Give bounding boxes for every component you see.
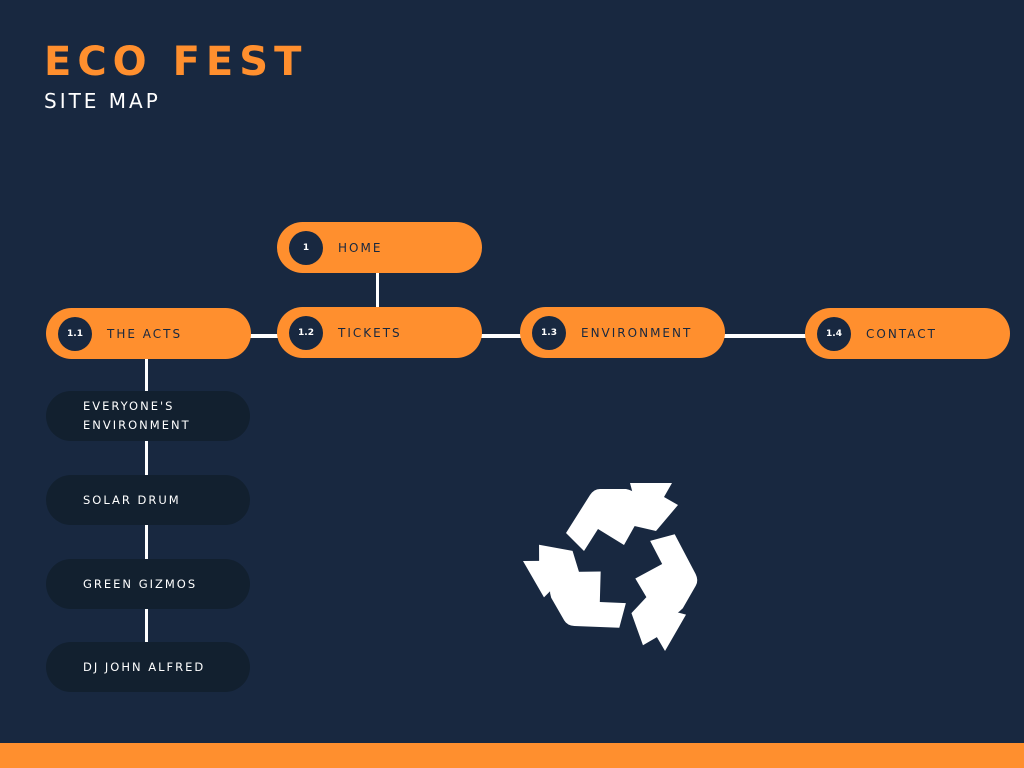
sub-node-label: DJ JOHN ALFRED xyxy=(83,659,206,674)
sub-node-label: EVERYONE'S ENVIRONMENT xyxy=(83,399,191,432)
sub-node-green-gizmos[interactable]: GREEN GIZMOS xyxy=(46,559,250,609)
connector-tickets-environment xyxy=(481,334,522,338)
node-environment[interactable]: 1.3 ENVIRONMENT xyxy=(520,307,725,358)
footer-accent-bar xyxy=(0,743,1024,768)
node-contact-label: CONTACT xyxy=(866,326,937,341)
node-tickets[interactable]: 1.2 TICKETS xyxy=(277,307,482,358)
sub-node-everyones-environment[interactable]: EVERYONE'S ENVIRONMENT xyxy=(46,391,250,441)
node-home-number: 1 xyxy=(289,231,323,265)
sub-node-label: GREEN GIZMOS xyxy=(83,576,198,591)
node-the-acts-label: THE ACTS xyxy=(107,326,183,341)
connector-environment-contact xyxy=(724,334,807,338)
page-title: ECO FEST xyxy=(44,39,308,85)
connector-home-tickets xyxy=(376,272,379,308)
sub-node-dj-john-alfred[interactable]: DJ JOHN ALFRED xyxy=(46,642,250,692)
node-home[interactable]: 1 HOME xyxy=(277,222,482,273)
connector-acts-tickets xyxy=(250,334,278,338)
sub-node-label: SOLAR DRUM xyxy=(83,492,181,507)
node-home-label: HOME xyxy=(338,240,383,255)
node-the-acts-number: 1.1 xyxy=(58,317,92,351)
node-tickets-label: TICKETS xyxy=(338,325,402,340)
sub-node-solar-drum[interactable]: SOLAR DRUM xyxy=(46,475,250,525)
node-environment-label: ENVIRONMENT xyxy=(581,325,693,340)
node-tickets-number: 1.2 xyxy=(289,316,323,350)
node-contact[interactable]: 1.4 CONTACT xyxy=(805,308,1010,359)
page-subtitle: SITE MAP xyxy=(44,89,161,113)
node-environment-number: 1.3 xyxy=(532,316,566,350)
node-the-acts[interactable]: 1.1 THE ACTS xyxy=(46,308,251,359)
node-contact-number: 1.4 xyxy=(817,317,851,351)
recycle-icon xyxy=(522,483,698,652)
